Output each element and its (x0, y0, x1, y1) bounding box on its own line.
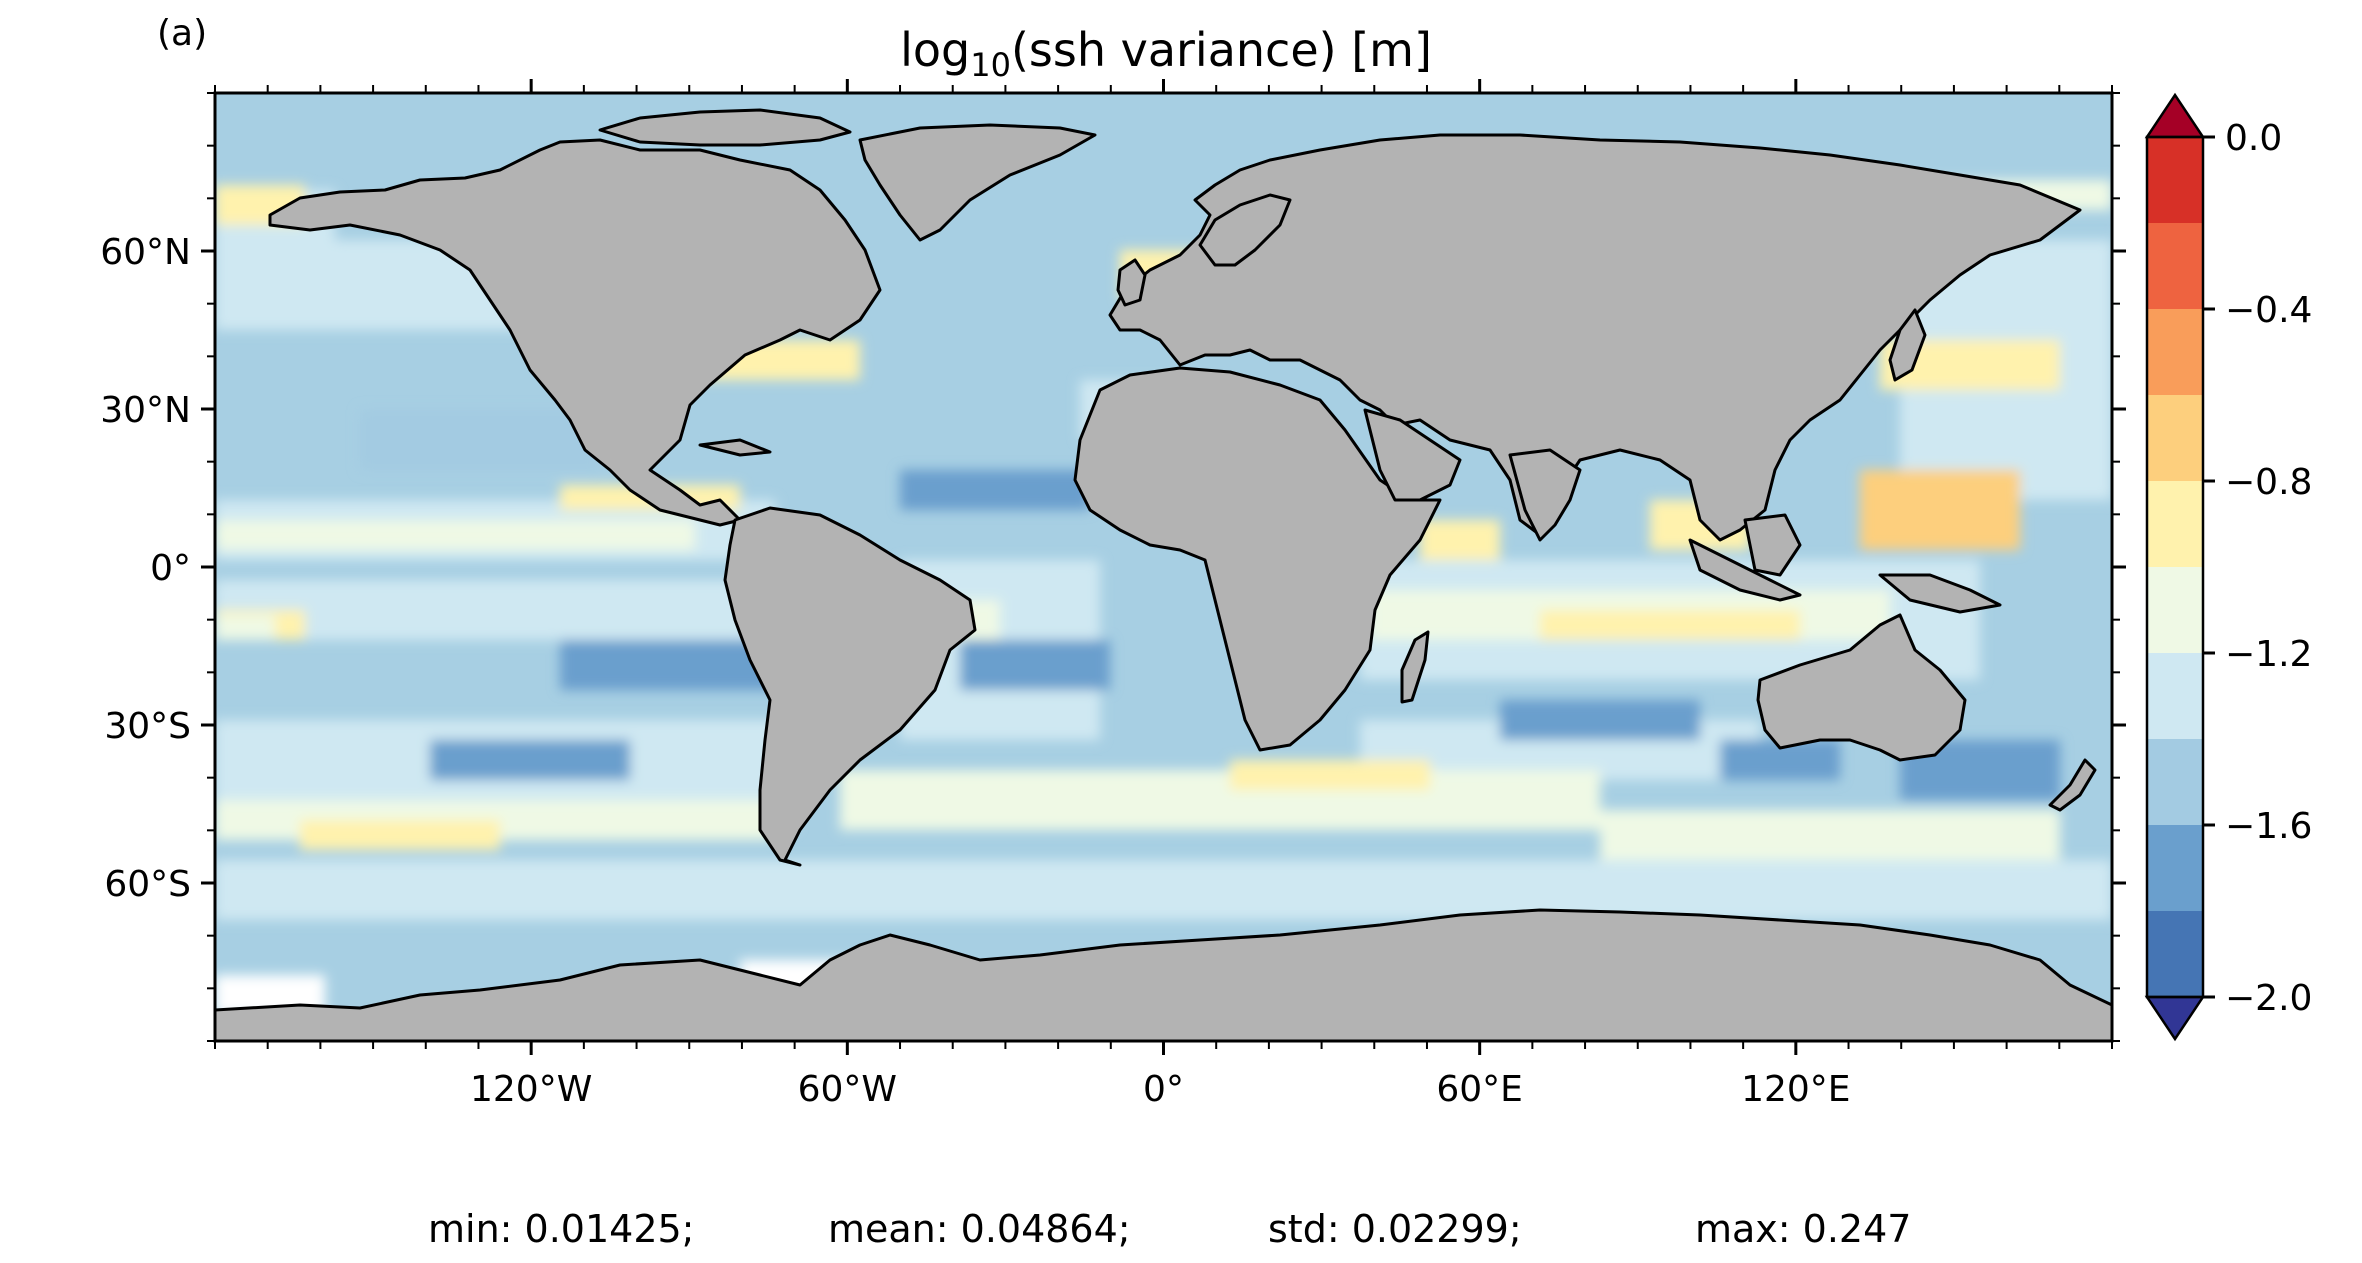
landmass-australia (1756, 613, 1967, 762)
colorbar-segment (2147, 137, 2203, 223)
landmass-africa (1073, 366, 1442, 752)
stats-min: min: 0.01425; (428, 1207, 694, 1251)
colorbar-tick-label: −0.8 (2225, 462, 2312, 503)
landmass-new-zealand (2048, 758, 2097, 812)
colorbar-segment (2147, 567, 2203, 653)
y-tick-label: 0° (150, 548, 191, 589)
stats-max: max: 0.247 (1695, 1207, 1911, 1251)
colorbar-segment (2147, 653, 2203, 739)
landmass-cuba (698, 438, 772, 457)
colorbar-tick-label: −0.4 (2225, 290, 2312, 331)
axis-ticks: 120°W 60°W 0° 60°E 120°E 60°N 30°N 0° 30°S 60°S (100, 79, 2126, 1110)
landmass-indonesia (1688, 538, 1802, 602)
colorbar-tick-label: −2.0 (2225, 978, 2312, 1019)
x-tick-label: 0° (1143, 1069, 1184, 1110)
x-tick-label: 60°E (1436, 1069, 1523, 1110)
landmass-north-america (268, 138, 882, 527)
colorbar-segment (2147, 481, 2203, 567)
colorbar-segment (2147, 911, 2203, 997)
x-tick-label: 120°W (470, 1069, 592, 1110)
landmass-greenland (858, 123, 1097, 242)
y-tick-label: 60°N (100, 232, 191, 273)
landmass-madagascar (1400, 630, 1430, 704)
colorbar-tick-label: −1.6 (2225, 806, 2312, 847)
colorbar: 0.0 −0.4 −0.8 −1.2 −1.6 −2.0 (2144, 92, 2312, 1042)
colorbar-segment (2147, 395, 2203, 481)
colorbar-segment (2147, 309, 2203, 395)
landmass-south-america (723, 506, 977, 867)
colorbar-extend-max (2144, 92, 2206, 139)
colorbar-segment (2147, 223, 2203, 309)
panel-label: (a) (157, 13, 207, 54)
colorbar-frame (2145, 135, 2205, 999)
y-tick-label: 60°S (104, 864, 191, 905)
landmass-india (1508, 448, 1582, 542)
y-tick-label: 30°S (104, 706, 191, 747)
colorbar-tick-label: −1.2 (2225, 634, 2312, 675)
x-tick-label: 60°W (798, 1069, 897, 1110)
map-panel (215, 93, 2112, 1041)
colorbar-extend-min (2144, 995, 2206, 1042)
map-title: log10(ssh variance) [m] (900, 23, 1432, 84)
stats-std: std: 0.02299; (1268, 1207, 1522, 1251)
landmass-antarctica (215, 908, 2112, 1041)
landmass-arctic-islands (598, 108, 852, 147)
landmass-scandinavia (1198, 193, 1292, 267)
landmass-borneo (1743, 513, 1802, 577)
landmass-new-guinea (1878, 573, 2002, 614)
stats-mean: mean: 0.04864; (828, 1207, 1131, 1251)
colorbar-segment (2147, 825, 2203, 911)
x-tick-label: 120°E (1741, 1069, 1850, 1110)
landmass-eurasia (1108, 133, 2082, 542)
landmass-arabia (1363, 408, 1462, 502)
landmass-british-isles (1116, 258, 1147, 307)
colorbar-segment (2147, 739, 2203, 825)
y-tick-label: 30°N (100, 390, 191, 431)
colorbar-tick-label: 0.0 (2225, 118, 2282, 159)
landmass-japan (1888, 308, 1927, 382)
land-masses (215, 108, 2112, 1041)
